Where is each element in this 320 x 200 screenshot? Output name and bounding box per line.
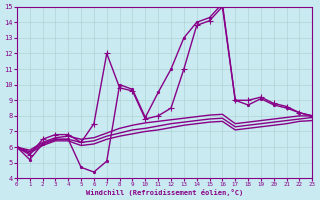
X-axis label: Windchill (Refroidissement éolien,°C): Windchill (Refroidissement éolien,°C): [86, 189, 243, 196]
